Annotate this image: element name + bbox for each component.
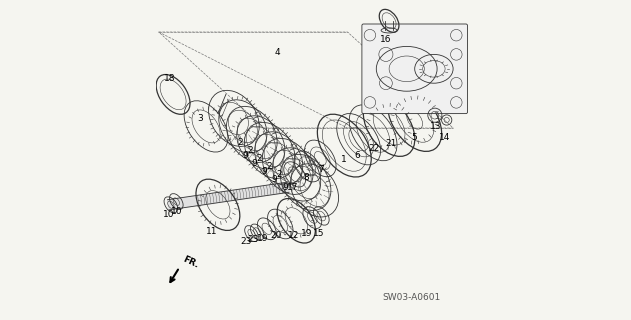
Text: 21: 21	[385, 140, 396, 148]
Text: 3: 3	[198, 114, 203, 123]
Text: 23: 23	[240, 237, 251, 246]
Text: 4: 4	[274, 48, 280, 57]
Text: 2: 2	[237, 138, 243, 147]
Text: 9: 9	[272, 175, 278, 184]
Text: 5: 5	[411, 133, 417, 142]
Text: 15: 15	[313, 229, 324, 238]
Text: 9: 9	[252, 159, 257, 168]
Text: 13: 13	[430, 122, 441, 131]
Text: 16: 16	[380, 36, 392, 44]
Text: 20: 20	[271, 231, 282, 240]
Polygon shape	[168, 182, 289, 210]
Text: 19: 19	[257, 234, 268, 243]
Text: 10: 10	[170, 207, 182, 216]
Text: 1: 1	[341, 156, 347, 164]
Text: 19: 19	[302, 229, 313, 238]
Text: 23: 23	[247, 236, 259, 244]
Text: 2: 2	[266, 162, 272, 171]
Text: 9: 9	[261, 167, 267, 176]
Text: 14: 14	[439, 133, 451, 142]
Text: 18: 18	[163, 74, 175, 83]
Text: 6: 6	[355, 151, 360, 160]
Text: 11: 11	[206, 228, 217, 236]
Text: 7: 7	[318, 165, 324, 174]
Text: 2: 2	[247, 146, 252, 155]
Text: SW03-A0601: SW03-A0601	[382, 293, 440, 302]
Text: FR.: FR.	[182, 255, 201, 270]
Text: 17: 17	[287, 183, 299, 192]
Text: 10: 10	[163, 210, 174, 219]
Text: 9: 9	[282, 183, 288, 192]
Text: 9: 9	[242, 151, 248, 160]
Text: 22: 22	[368, 144, 379, 153]
FancyBboxPatch shape	[362, 24, 468, 114]
Text: 2: 2	[277, 170, 283, 179]
Text: 8: 8	[304, 173, 309, 182]
Text: 12: 12	[288, 231, 300, 240]
Text: 2: 2	[257, 154, 262, 163]
